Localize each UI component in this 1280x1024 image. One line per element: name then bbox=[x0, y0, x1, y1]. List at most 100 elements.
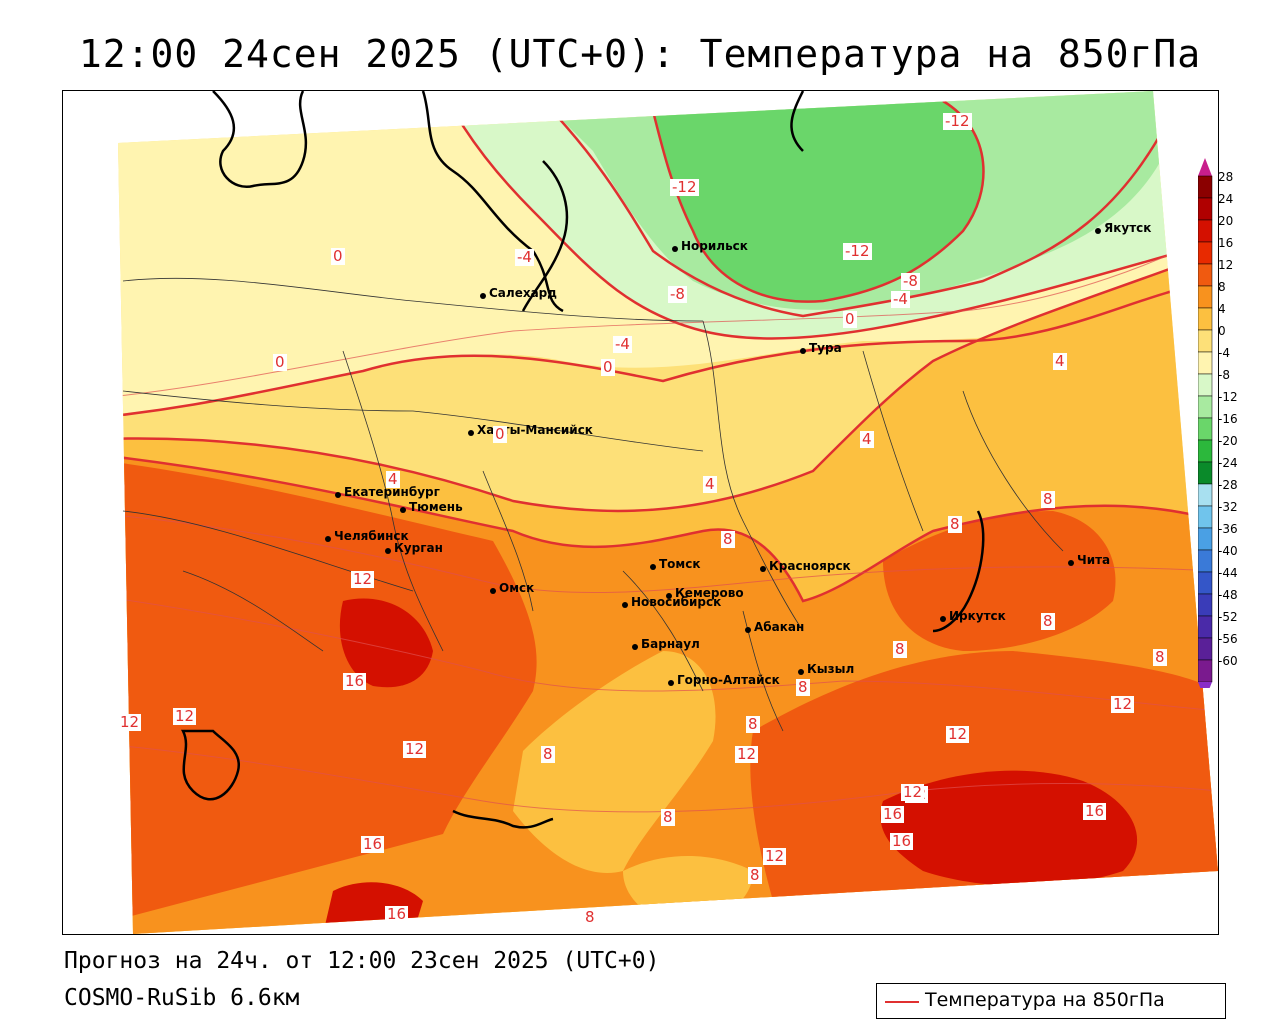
contour-value-label: 12 bbox=[173, 707, 197, 725]
city-label: Норильск bbox=[681, 239, 748, 253]
city-label: Красноярск bbox=[769, 559, 851, 573]
city-label: Омск bbox=[499, 581, 535, 595]
city-marker bbox=[666, 593, 672, 599]
city-marker bbox=[632, 644, 638, 650]
contour-value-label: 8 bbox=[748, 866, 762, 884]
zone-16-20-kazakh bbox=[339, 598, 433, 688]
city-marker bbox=[745, 627, 751, 633]
city-label: Новосибирск bbox=[631, 595, 722, 609]
lake-balkhash bbox=[452, 809, 554, 829]
colorbar-tick-label: -16 bbox=[1218, 412, 1238, 426]
city-label: Тура bbox=[809, 341, 842, 355]
colorbar-tick-label: -32 bbox=[1218, 500, 1238, 514]
colorbar-tick-label: -12 bbox=[1218, 390, 1238, 404]
city-marker bbox=[468, 430, 474, 436]
city-marker bbox=[650, 564, 656, 570]
colorbar-tick-label: -56 bbox=[1218, 632, 1238, 646]
contour-value-label: 16 bbox=[1083, 802, 1107, 820]
legend-box: Температура на 850гПа bbox=[876, 983, 1226, 1019]
colorbar-swatch bbox=[1197, 395, 1213, 419]
colorbar-tick-label: 4 bbox=[1218, 302, 1226, 316]
colorbar-tick-label: -52 bbox=[1218, 610, 1238, 624]
contour-value-label: 12 bbox=[735, 745, 759, 763]
colorbar-swatch bbox=[1197, 241, 1213, 265]
zone-12-16-west bbox=[118, 456, 537, 934]
city-label: Курган bbox=[394, 541, 443, 555]
city-label: Кемерово bbox=[675, 586, 744, 600]
colorbar-tick-label: -36 bbox=[1218, 522, 1238, 536]
contour-value-label: -4 bbox=[613, 335, 632, 353]
colorbar-tick-label: 16 bbox=[1218, 236, 1234, 250]
colorbar-tick-label: 28 bbox=[1218, 170, 1234, 184]
contour-value-label: -4 bbox=[515, 248, 534, 266]
colorbar-swatch bbox=[1197, 615, 1213, 639]
contour-value-label: 16 bbox=[890, 832, 914, 850]
city-marker bbox=[1068, 560, 1074, 566]
city-marker bbox=[622, 602, 628, 608]
colorbar-tick-label: -20 bbox=[1218, 434, 1238, 448]
contour-value-label: 8 bbox=[1041, 612, 1055, 630]
colorbar-swatch bbox=[1197, 593, 1213, 617]
colorbar-tick-label: -8 bbox=[1218, 368, 1230, 382]
isotherm-minus12 bbox=[651, 99, 985, 303]
city-label: Тюмень bbox=[409, 500, 463, 514]
colorbar-swatch bbox=[1197, 373, 1213, 397]
colorbar-bottom-arrow bbox=[1198, 682, 1212, 700]
colorbar-swatch bbox=[1197, 527, 1213, 551]
isotherm-minus4 bbox=[441, 91, 1218, 340]
colorbar-tick-label: -60 bbox=[1218, 654, 1238, 668]
city-label: Челябинск bbox=[334, 529, 409, 543]
contour-value-label: 12 bbox=[118, 713, 142, 731]
coastline-taymyr bbox=[790, 91, 805, 152]
map-title: 12:00 24сен 2025 (UTC+0): Температура на… bbox=[78, 32, 1202, 76]
city-marker bbox=[760, 566, 766, 572]
colorbar-swatch bbox=[1197, 659, 1213, 683]
coastline-ob-bay bbox=[521, 160, 569, 312]
contour-value-label: 8 bbox=[583, 908, 597, 926]
contour-value-label: 0 bbox=[601, 358, 615, 376]
contour-value-label: 12 bbox=[901, 783, 925, 801]
contour-value-label: 12 bbox=[946, 725, 970, 743]
colorbar-tick-label: -48 bbox=[1218, 588, 1238, 602]
contour-value-label: -8 bbox=[668, 285, 687, 303]
city-label: Горно-Алтайск bbox=[677, 673, 780, 687]
contour-value-label: 12 bbox=[1111, 695, 1135, 713]
contour-value-label: -8 bbox=[901, 272, 920, 290]
contour-value-label: 8 bbox=[1153, 648, 1167, 666]
contour-value-label: 4 bbox=[1053, 352, 1067, 370]
city-marker bbox=[490, 588, 496, 594]
city-label: Якутск bbox=[1104, 221, 1152, 235]
colorbar-tick-label: 0 bbox=[1218, 324, 1226, 338]
contour-value-label: 0 bbox=[493, 425, 507, 443]
colorbar-swatch bbox=[1197, 351, 1213, 375]
colorbar-swatch bbox=[1197, 483, 1213, 507]
city-label: Абакан bbox=[754, 620, 805, 634]
city-label: Кызыл bbox=[807, 662, 855, 676]
contour-value-label: 16 bbox=[385, 905, 409, 923]
colorbar-tick-label: -44 bbox=[1218, 566, 1238, 580]
city-label: Екатеринбург bbox=[344, 485, 440, 499]
colorbar: 28 24 20 16 12 8 4 0 -4 -8 -12 -16 -20 -24 -28 -32 -36 -4… bbox=[1197, 158, 1278, 700]
city-label: Томск bbox=[659, 557, 701, 571]
colorbar-tick-label: 24 bbox=[1218, 192, 1234, 206]
map-canvas bbox=[63, 91, 1218, 934]
city-marker bbox=[798, 669, 804, 675]
city-marker bbox=[385, 548, 391, 554]
city-marker bbox=[335, 492, 341, 498]
colorbar-swatch bbox=[1197, 175, 1213, 199]
contour-value-label: 8 bbox=[541, 745, 555, 763]
colorbar-swatch bbox=[1197, 571, 1213, 595]
contour-value-label: 8 bbox=[661, 808, 675, 826]
contour-value-label: 8 bbox=[721, 530, 735, 548]
city-marker bbox=[672, 246, 678, 252]
city-label: Чита bbox=[1077, 553, 1111, 567]
colorbar-tick-label: -24 bbox=[1218, 456, 1238, 470]
city-marker bbox=[400, 507, 406, 513]
contour-value-label: 0 bbox=[843, 310, 857, 328]
city-marker bbox=[325, 536, 331, 542]
contour-value-label: -12 bbox=[670, 178, 699, 196]
contour-value-label: 8 bbox=[893, 640, 907, 658]
contour-value-label: 8 bbox=[796, 678, 810, 696]
colorbar-swatches bbox=[1197, 158, 1213, 700]
city-label: Салехард bbox=[489, 286, 557, 300]
